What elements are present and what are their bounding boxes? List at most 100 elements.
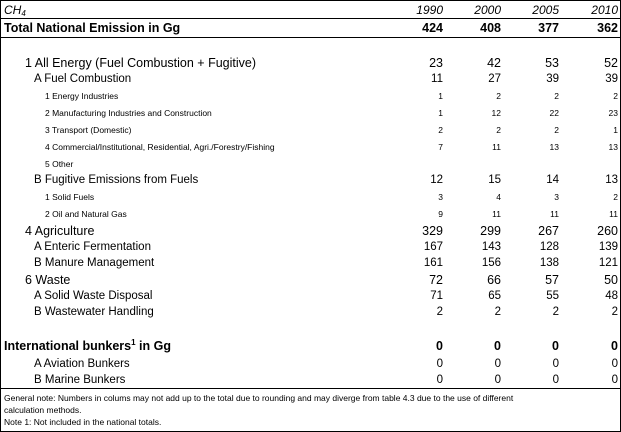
general-note-line-2: calculation methods. xyxy=(4,405,82,415)
row-value: 267 xyxy=(538,223,559,238)
row-value: 1 xyxy=(613,124,618,135)
total-value: 362 xyxy=(561,18,620,38)
row-label: B Marine Bunkers xyxy=(1,372,386,389)
row-value: 65 xyxy=(488,290,501,302)
row-value: 0 xyxy=(494,358,501,370)
spacer-row xyxy=(1,38,620,55)
row-label: 5 Other xyxy=(45,158,74,169)
category-row: 2 Oil and Natural Gas 9 11 11 11 xyxy=(1,205,620,222)
row-value: 50 xyxy=(604,272,618,287)
category-row: 4 Agriculture 329 299 267 260 xyxy=(1,222,620,239)
year-header: 2010 xyxy=(561,1,620,19)
row-value: 48 xyxy=(605,290,618,302)
row-value: 13 xyxy=(549,141,559,152)
category-row: A Enteric Fermentation 167 143 128 139 xyxy=(1,239,620,255)
category-row: 6 Waste 72 66 57 50 xyxy=(1,271,620,288)
row-value: 3 xyxy=(438,191,443,202)
row-value: 9 xyxy=(438,208,443,219)
category-row: 1 Solid Fuels 3 4 3 2 xyxy=(1,188,620,205)
row-value: 143 xyxy=(481,241,501,253)
row-value xyxy=(386,155,445,172)
row-value: 156 xyxy=(481,257,501,269)
aviation-bunkers-row: A Aviation Bunkers 0 0 0 0 xyxy=(1,356,620,372)
row-value: 72 xyxy=(429,272,443,287)
row-value: 2 xyxy=(613,191,618,202)
row-value: 12 xyxy=(491,107,501,118)
row-value: 11 xyxy=(492,208,501,219)
row-value: 121 xyxy=(598,257,618,269)
row-value: 13 xyxy=(608,141,618,152)
row-value: 2 xyxy=(436,306,443,318)
spacer-row xyxy=(1,320,620,336)
category-row: B Wastewater Handling 2 2 2 2 xyxy=(1,304,620,320)
row-value: 2 xyxy=(496,90,501,101)
year-header: 2000 xyxy=(445,1,503,19)
row-value xyxy=(503,155,561,172)
row-value: 2 xyxy=(554,124,559,135)
ch4-emissions-table: CH4 1990 2000 2005 2010 Total National E… xyxy=(1,1,620,389)
category-row: 4 Commercial/Institutional, Residential,… xyxy=(1,138,620,155)
row-value: 0 xyxy=(436,358,443,370)
row-value: 2 xyxy=(438,124,443,135)
total-emission-label: Total National Emission in Gg xyxy=(1,18,386,38)
row-value: 42 xyxy=(487,55,501,70)
row-value: 0 xyxy=(386,372,445,389)
marine-bunkers-row: B Marine Bunkers 0 0 0 0 xyxy=(1,372,620,389)
row-value: 0 xyxy=(611,358,618,370)
row-value: 7 xyxy=(438,141,443,152)
row-value: 11 xyxy=(550,208,559,219)
row-value: 260 xyxy=(597,223,618,238)
bunkers-value: 0 xyxy=(552,339,559,353)
total-value: 408 xyxy=(445,18,503,38)
row-value: 22 xyxy=(549,107,559,118)
total-emission-row: Total National Emission in Gg 424 408 37… xyxy=(1,18,620,38)
gas-label: CH4 xyxy=(1,1,386,19)
row-value: 14 xyxy=(546,174,559,186)
category-row: B Fugitive Emissions from Fuels 12 15 14 13 xyxy=(1,172,620,188)
table-header-row: CH4 1990 2000 2005 2010 xyxy=(1,1,620,19)
row-value: 2 xyxy=(494,306,501,318)
row-value: 0 xyxy=(503,372,561,389)
row-value: 3 xyxy=(554,191,559,202)
international-bunkers-label: International bunkers1 in Gg xyxy=(1,336,386,356)
row-label: B Wastewater Handling xyxy=(34,306,154,318)
row-value: 13 xyxy=(605,174,618,186)
row-value: 4 xyxy=(496,191,501,202)
row-label: A Enteric Fermentation xyxy=(34,241,151,253)
row-value: 57 xyxy=(545,272,559,287)
row-value: 11 xyxy=(492,141,501,152)
row-value: 2 xyxy=(611,306,618,318)
row-value: 0 xyxy=(445,372,503,389)
row-value: 2 xyxy=(613,90,618,101)
category-row: 1 All Energy (Fuel Combustion + Fugitive… xyxy=(1,54,620,71)
row-value: 167 xyxy=(423,241,443,253)
row-value: 11 xyxy=(431,73,443,85)
year-header: 2005 xyxy=(503,1,561,19)
row-value: 71 xyxy=(430,290,443,302)
row-value: 2 xyxy=(552,306,559,318)
row-value: 128 xyxy=(539,241,559,253)
row-value: 329 xyxy=(422,223,443,238)
category-row: 5 Other xyxy=(1,155,620,172)
row-value: 23 xyxy=(429,55,443,70)
row-label: B Fugitive Emissions from Fuels xyxy=(34,174,199,186)
row-label: 1 All Energy (Fuel Combustion + Fugitive… xyxy=(25,55,257,70)
row-value: 15 xyxy=(488,174,501,186)
total-value: 424 xyxy=(386,18,445,38)
row-label: 3 Transport (Domestic) xyxy=(45,124,132,135)
row-value: 138 xyxy=(539,257,559,269)
row-value: 0 xyxy=(552,358,559,370)
category-row: 1 Energy Industries 1 2 2 2 xyxy=(1,87,620,104)
row-label: 6 Waste xyxy=(25,272,71,287)
bunkers-label-text: International bunkers xyxy=(4,339,132,353)
row-value: 11 xyxy=(609,208,618,219)
category-row: A Fuel Combustion 11 27 39 39 xyxy=(1,71,620,87)
bunkers-value: 0 xyxy=(611,339,618,353)
row-value: 39 xyxy=(605,73,618,85)
row-value: 2 xyxy=(496,124,501,135)
general-note-line-1: General note: Numbers in colums may not … xyxy=(4,393,514,403)
bunkers-label-unit: in Gg xyxy=(135,339,171,353)
table-notes: General note: Numbers in colums may not … xyxy=(1,389,620,428)
bunkers-value: 0 xyxy=(436,339,443,353)
